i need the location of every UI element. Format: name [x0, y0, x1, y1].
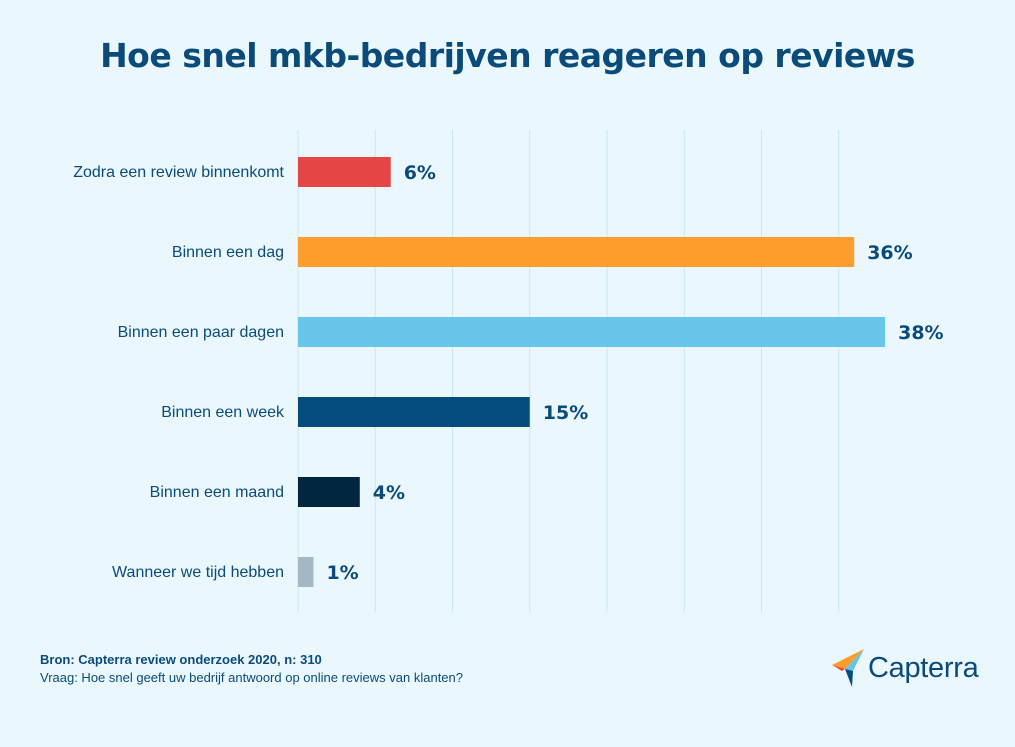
- source-text: Bron: Capterra review onderzoek 2020, n:…: [40, 652, 322, 667]
- capterra-arrow-icon: [832, 649, 864, 687]
- brand-name: Capterra: [868, 651, 979, 684]
- bar: [298, 557, 314, 587]
- bar: [298, 237, 855, 267]
- value-label: 15%: [543, 402, 588, 424]
- bar: [298, 397, 530, 427]
- value-label: 38%: [898, 322, 943, 344]
- category-label: Binnen een paar dagen: [118, 324, 284, 341]
- bar-chart: Zodra een review binnenkomt Binnen een da…: [73, 130, 944, 612]
- category-label: Binnen een dag: [172, 244, 284, 261]
- capterra-logo: Capterra: [832, 648, 979, 688]
- bar: [298, 477, 360, 507]
- question-text: Vraag: Hoe snel geeft uw bedrijf antwoor…: [40, 670, 463, 685]
- bars: [298, 157, 886, 587]
- category-label: Binnen een week: [161, 404, 285, 421]
- bar: [298, 157, 391, 187]
- category-labels: Zodra een review binnenkomt Binnen een da…: [73, 164, 285, 581]
- category-label: Zodra een review binnenkomt: [73, 164, 284, 181]
- category-label: Binnen een maand: [150, 484, 284, 501]
- bar: [298, 317, 886, 347]
- value-label: 6%: [404, 162, 436, 184]
- value-label: 1%: [326, 562, 358, 584]
- footer: Bron: Capterra review onderzoek 2020, n:…: [40, 651, 463, 687]
- chart-title: Hoe snel mkb-bedrijven reageren op revie…: [100, 36, 915, 75]
- value-label: 36%: [867, 242, 912, 264]
- value-label: 4%: [373, 482, 405, 504]
- gridlines: [297, 130, 840, 612]
- value-labels: 6% 36% 38% 15% 4% 1%: [326, 162, 943, 584]
- category-label: Wanneer we tijd hebben: [112, 564, 284, 581]
